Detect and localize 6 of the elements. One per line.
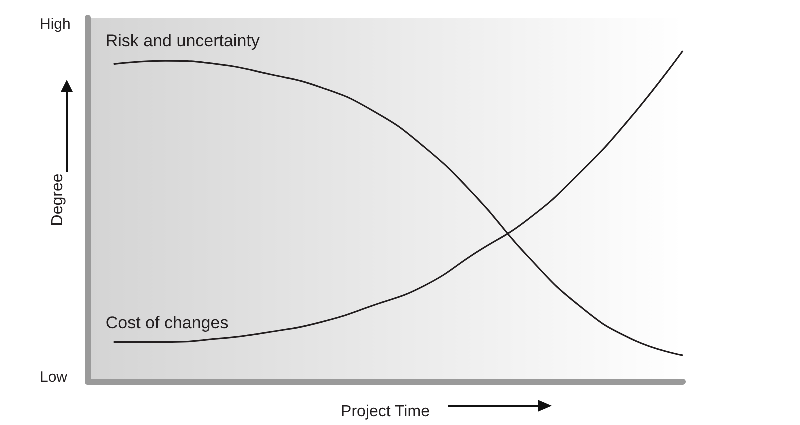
text: High [40, 16, 71, 33]
y-axis-title: Degree [50, 174, 66, 226]
x-axis-title: Project Time [341, 404, 430, 420]
series-label: Cost of changes [106, 313, 229, 332]
series-label: Risk and uncertainty [106, 31, 260, 50]
text: Low [40, 369, 68, 386]
